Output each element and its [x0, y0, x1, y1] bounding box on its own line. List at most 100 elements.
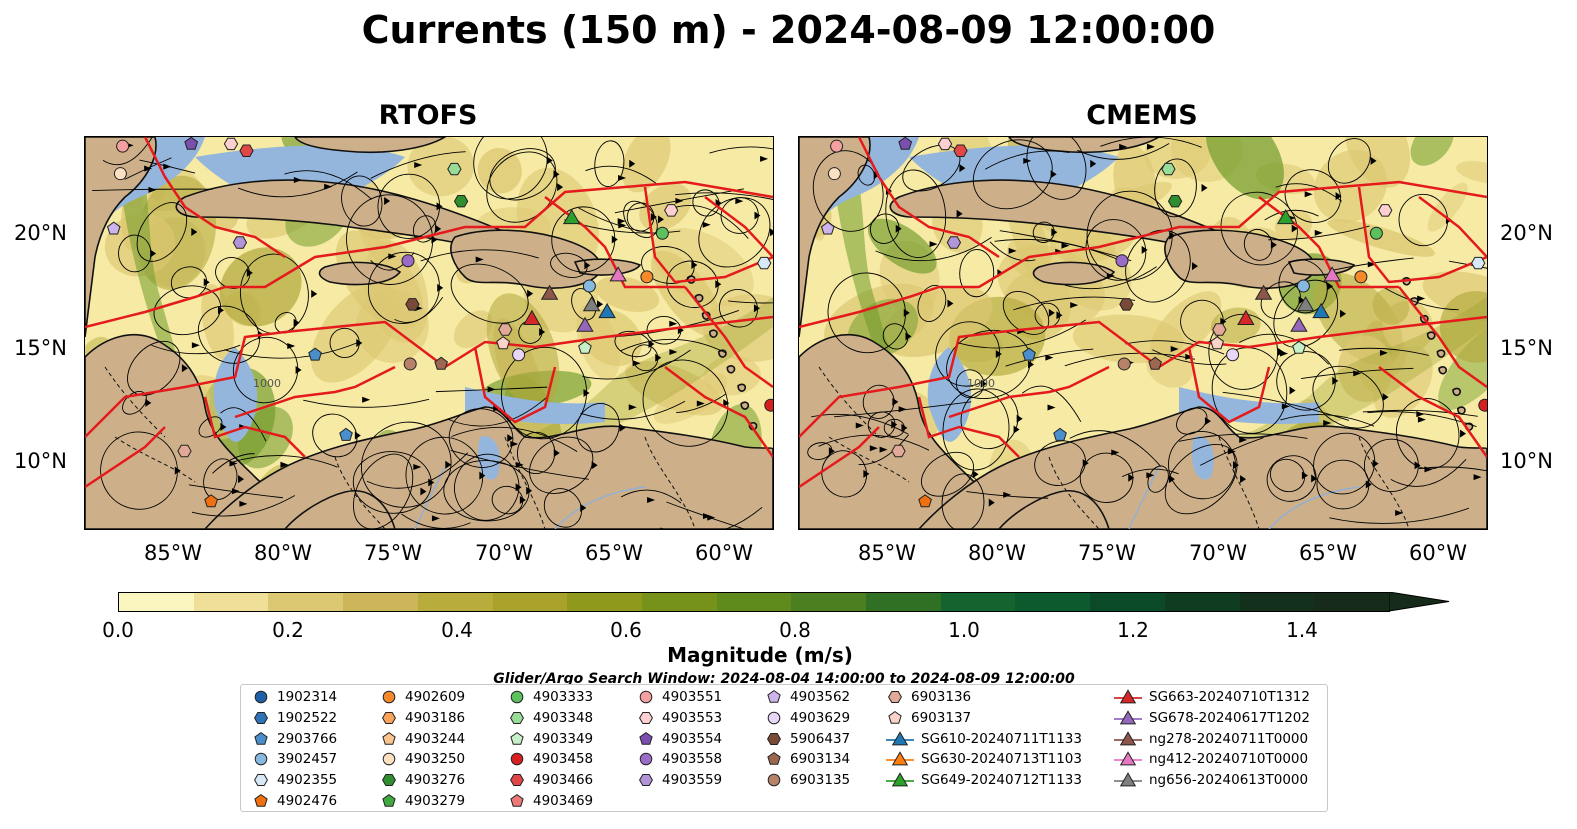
- argo-float-marker[interactable]: [496, 336, 510, 350]
- argo-float-marker[interactable]: [106, 221, 121, 235]
- argo-float-marker[interactable]: [1119, 298, 1134, 311]
- argo-float-marker[interactable]: [1053, 427, 1067, 441]
- argo-float-marker[interactable]: [1369, 226, 1383, 240]
- argo-float-marker[interactable]: [498, 323, 513, 336]
- legend-item-label: 4903559: [662, 772, 723, 789]
- argo-float-marker[interactable]: [937, 137, 953, 151]
- legend-float-hexagon-icon: [639, 711, 653, 724]
- argo-float-marker[interactable]: [764, 398, 773, 412]
- argo-float-marker[interactable]: [918, 494, 932, 508]
- argo-float-marker[interactable]: [308, 347, 322, 361]
- glider-marker[interactable]: [1290, 316, 1308, 332]
- argo-float-marker[interactable]: [239, 144, 254, 157]
- legend-glider-triangle-icon: [886, 772, 914, 787]
- legend-item-label: 4902355: [277, 772, 338, 789]
- argo-float-marker[interactable]: [1022, 347, 1036, 361]
- glider-marker[interactable]: [598, 302, 616, 319]
- argo-float-marker[interactable]: [403, 357, 417, 371]
- argo-float-marker[interactable]: [1210, 336, 1224, 350]
- argo-float-marker[interactable]: [820, 221, 835, 235]
- argo-float-marker[interactable]: [757, 256, 772, 270]
- cmems-current-map[interactable]: 1000: [798, 136, 1488, 530]
- legend-float-pentagon-icon: [888, 710, 902, 724]
- argo-float-marker[interactable]: [232, 236, 248, 249]
- argo-float-marker[interactable]: [582, 279, 596, 293]
- argo-float-marker[interactable]: [339, 427, 353, 441]
- argo-float-marker[interactable]: [640, 270, 654, 284]
- glider-marker[interactable]: [1323, 266, 1341, 282]
- colorbar-segment: [567, 593, 643, 611]
- colorbar-tick-7: 1.4: [1286, 618, 1318, 642]
- glider-marker[interactable]: [1312, 302, 1330, 319]
- argo-float-marker[interactable]: [204, 494, 218, 508]
- glider-marker[interactable]: [1276, 209, 1295, 225]
- glider-marker[interactable]: [576, 316, 594, 332]
- legend-float-pentagon-icon: [254, 793, 268, 807]
- legend-float-hexagon-icon: [254, 774, 268, 787]
- argo-float-marker[interactable]: [1292, 340, 1306, 354]
- argo-float-marker[interactable]: [405, 298, 420, 311]
- argo-float-marker[interactable]: [891, 444, 906, 458]
- argo-float-marker[interactable]: [1378, 204, 1393, 217]
- argo-float-marker[interactable]: [946, 236, 962, 249]
- legend-glider-triangle-icon: [1114, 730, 1142, 745]
- isobath-label: 1000: [967, 377, 995, 390]
- argo-float-marker[interactable]: [1478, 398, 1487, 412]
- legend-item-label: 4903279: [405, 793, 466, 809]
- argo-float-marker[interactable]: [953, 144, 968, 157]
- argo-float-marker[interactable]: [655, 226, 669, 240]
- argo-float-marker[interactable]: [1212, 323, 1227, 336]
- rtofs-current-map[interactable]: 1000: [84, 136, 774, 530]
- legend-item: 4903276: [379, 770, 465, 790]
- argo-float-marker[interactable]: [434, 356, 448, 370]
- glider-marker[interactable]: [562, 209, 581, 225]
- legend-item-label: SG663-20240710T1312: [1149, 689, 1310, 705]
- argo-float-marker[interactable]: [223, 137, 239, 151]
- argo-float-marker[interactable]: [1296, 279, 1310, 293]
- legend-float-pentagon-icon: [767, 689, 781, 703]
- argo-float-marker[interactable]: [1471, 256, 1486, 270]
- glider-marker[interactable]: [1254, 284, 1273, 300]
- argo-float-marker[interactable]: [453, 195, 469, 208]
- glider-marker[interactable]: [523, 309, 541, 325]
- argo-float-marker[interactable]: [184, 137, 199, 150]
- argo-float-marker[interactable]: [1226, 348, 1240, 362]
- colorbar-segment: [866, 593, 942, 611]
- search-window-text: Glider/Argo Search Window: 2024-08-04 14…: [493, 671, 1075, 687]
- legend-item: 6903137: [885, 708, 971, 728]
- argo-float-marker[interactable]: [512, 348, 526, 362]
- argo-float-marker[interactable]: [1115, 254, 1129, 268]
- argo-float-marker[interactable]: [827, 167, 841, 181]
- legend-item-label: 4902609: [405, 689, 466, 705]
- lon-label-70w-left: 70°W: [475, 541, 533, 565]
- argo-float-marker[interactable]: [578, 340, 592, 354]
- argo-float-marker[interactable]: [113, 167, 127, 181]
- glider-marker[interactable]: [1296, 296, 1315, 312]
- argo-float-marker[interactable]: [664, 204, 679, 217]
- argo-float-marker[interactable]: [1161, 162, 1176, 176]
- argo-float-marker[interactable]: [830, 139, 844, 153]
- argo-float-marker[interactable]: [1167, 195, 1183, 208]
- glider-marker[interactable]: [609, 266, 627, 282]
- argo-float-marker[interactable]: [898, 137, 913, 150]
- glider-marker[interactable]: [582, 296, 601, 312]
- argo-float-marker[interactable]: [1354, 270, 1368, 284]
- lat-label-20n-left: 20°N: [14, 221, 67, 245]
- legend-float-hexagon-icon: [639, 774, 653, 787]
- legend-item-label: SG678-20240617T1202: [1149, 709, 1310, 726]
- legend-item-label: 6903135: [790, 772, 851, 789]
- argo-float-marker[interactable]: [177, 444, 192, 458]
- argo-float-marker[interactable]: [116, 139, 130, 153]
- glider-marker[interactable]: [540, 284, 559, 300]
- panel-title-rtofs: RTOFS: [378, 100, 478, 131]
- lon-label-60w-right: 60°W: [1409, 541, 1467, 565]
- argo-float-marker[interactable]: [1148, 356, 1162, 370]
- legend-item: 4902609: [379, 687, 465, 707]
- legend-glider-triangle-icon: [886, 751, 914, 766]
- argo-float-marker[interactable]: [447, 162, 462, 176]
- argo-float-marker[interactable]: [1117, 357, 1131, 371]
- legend-float-pentagon-icon: [510, 793, 524, 807]
- legend-item-label: 4903333: [533, 689, 594, 705]
- argo-float-marker[interactable]: [401, 254, 415, 268]
- glider-marker[interactable]: [1237, 309, 1255, 325]
